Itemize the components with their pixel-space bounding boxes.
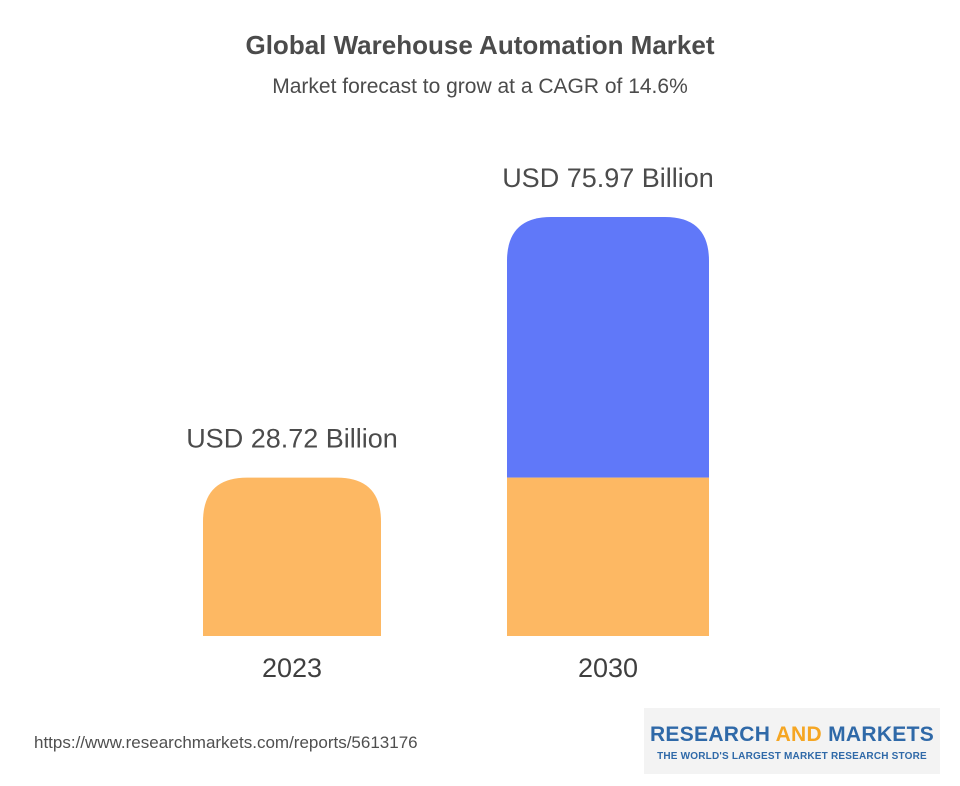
bar-chart: USD 28.72 Billion 2023 USD 75.97 Billion 20… — [186, 163, 714, 683]
year-label-2023: 2023 — [262, 653, 322, 683]
research-and-markets-logo[interactable]: RESEARCH AND MARKETS THE WORLD'S LARGEST… — [644, 708, 940, 774]
bar-2030-growth-segment — [507, 217, 709, 478]
bar-2030-base-segment — [507, 477, 709, 636]
chart-title: Global Warehouse Automation Market — [245, 30, 715, 60]
value-label-2030: USD 75.97 Billion — [502, 163, 714, 193]
chart-subtitle: Market forecast to grow at a CAGR of 14.… — [272, 75, 688, 98]
year-label-2030: 2030 — [578, 653, 638, 683]
logo-tagline: THE WORLD'S LARGEST MARKET RESEARCH STOR… — [657, 751, 927, 762]
logo-word-research: RESEARCH — [649, 723, 771, 746]
bar-2023 — [203, 477, 381, 636]
logo-word-markets: MARKETS — [828, 723, 935, 746]
logo-word-and: AND — [775, 723, 822, 746]
source-url[interactable]: https://www.researchmarkets.com/reports/… — [34, 733, 418, 752]
value-label-2023: USD 28.72 Billion — [186, 424, 398, 454]
logo-wordmark: RESEARCH AND MARKETS — [644, 723, 940, 747]
